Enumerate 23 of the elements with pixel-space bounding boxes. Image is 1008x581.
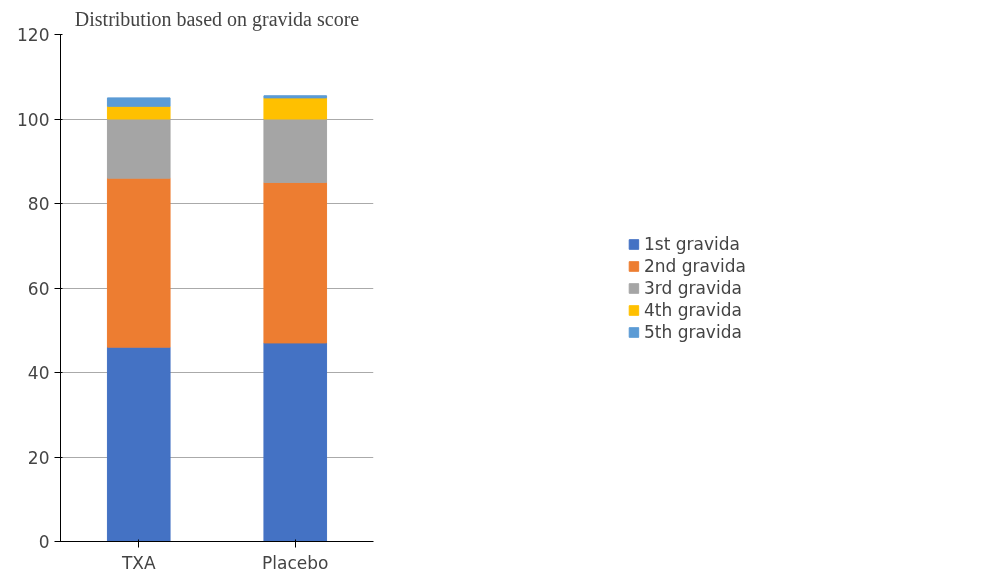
y-tick-label: 60 [27, 278, 50, 299]
bar [263, 342, 328, 542]
bar [263, 97, 328, 120]
bar [106, 346, 171, 542]
y-tick-label: 40 [27, 363, 50, 383]
chart-title: Distribution based on gravida score [74, 7, 360, 31]
legend-label: 1st gravida [644, 233, 740, 254]
legend-label: 2nd gravida [644, 255, 746, 276]
bar [106, 97, 171, 107]
bar [106, 177, 171, 348]
x-tick-label: Placebo [262, 552, 329, 573]
y-tick-label: 120 [17, 25, 50, 45]
x-tick-label: TXA [120, 552, 156, 573]
legend-label: 5th gravida [644, 321, 742, 342]
y-tick-label: 20 [27, 447, 50, 468]
y-tick-label: 80 [27, 194, 50, 214]
legend-label: 4th gravida [644, 299, 742, 320]
bar [106, 105, 171, 120]
bar [263, 95, 328, 99]
y-tick-label: 0 [38, 532, 50, 552]
legend-label: 3rd gravida [644, 277, 742, 298]
y-tick-label: 100 [17, 109, 50, 130]
bar [263, 181, 328, 344]
